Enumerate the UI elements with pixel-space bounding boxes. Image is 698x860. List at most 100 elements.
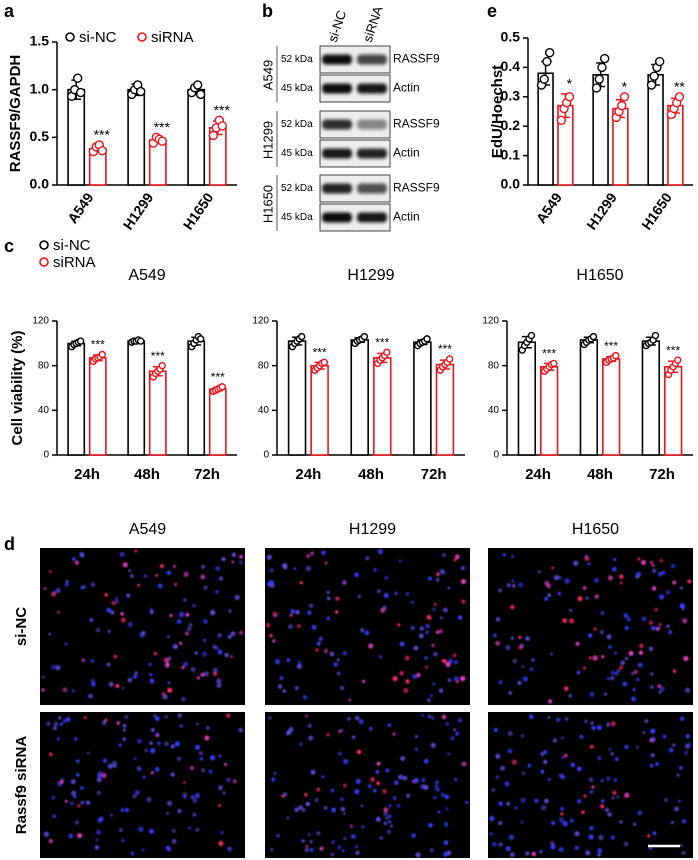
cell-nucleus <box>616 795 620 799</box>
kda-label: 52 kDa <box>281 119 313 130</box>
cell-nucleus <box>394 591 398 595</box>
cell-nucleus <box>562 618 567 624</box>
cell-nucleus <box>108 681 114 687</box>
x-tick-label: A549 <box>64 189 96 226</box>
cell-nucleus <box>589 790 594 794</box>
cell-nucleus <box>311 624 317 630</box>
cell-nucleus <box>196 676 201 680</box>
cell-nucleus <box>631 696 637 702</box>
x-tick-label: 48h <box>358 466 384 483</box>
cell-nucleus <box>597 848 603 854</box>
data-point <box>218 383 226 391</box>
cell-nucleus <box>672 669 677 673</box>
cell-nucleus <box>681 819 687 824</box>
blot-band <box>322 83 352 94</box>
cell-nucleus <box>321 775 325 779</box>
cell-nucleus <box>356 749 362 755</box>
cell-nucleus <box>86 751 90 755</box>
cell-nucleus <box>418 633 424 639</box>
cell-nucleus <box>436 572 440 577</box>
cell-nucleus <box>397 774 404 780</box>
data-point <box>195 89 206 100</box>
cell-nucleus <box>527 763 532 768</box>
cell-nucleus <box>592 655 598 661</box>
cell-nucleus <box>177 713 182 718</box>
cell-nucleus <box>316 787 321 792</box>
cell-nucleus <box>354 572 359 578</box>
cell-nucleus <box>553 575 560 581</box>
cell-nucleus <box>650 672 654 676</box>
cell-nucleus <box>150 748 156 754</box>
cell-nucleus <box>435 630 440 635</box>
significance: * <box>622 79 628 95</box>
cell-nucleus <box>360 804 364 808</box>
cell-nucleus <box>314 798 319 803</box>
cell-nucleus <box>454 554 460 560</box>
cell-nucleus <box>632 822 637 826</box>
cell-nucleus <box>397 623 401 627</box>
cell-nucleus <box>51 795 56 800</box>
cell-nucleus <box>438 688 444 693</box>
cell-nucleus <box>122 562 128 568</box>
cell-nucleus <box>616 668 621 673</box>
cell-nucleus <box>304 847 309 853</box>
cell-nucleus <box>304 714 308 718</box>
cell-nucleus <box>218 804 221 807</box>
cell-nucleus <box>443 607 448 613</box>
cell-nucleus <box>679 603 686 609</box>
cell-nucleus <box>604 692 607 696</box>
y-tick-label: 0.4 <box>501 58 521 74</box>
cell-nucleus <box>427 576 432 581</box>
cell-nucleus <box>185 613 190 617</box>
cell-nucleus <box>102 758 108 763</box>
cell-nucleus <box>561 755 565 760</box>
cell-nucleus <box>598 834 604 841</box>
cell-nucleus <box>52 725 58 731</box>
cell-nucleus <box>81 658 86 662</box>
cell-nucleus <box>90 678 95 683</box>
cell-nucleus <box>326 596 331 601</box>
data-point <box>674 356 682 364</box>
protein-label: RASSF9 <box>393 52 440 66</box>
cell-nucleus <box>495 617 501 622</box>
bar <box>539 365 559 456</box>
cell-nucleus <box>500 765 506 771</box>
cell-nucleus <box>619 665 624 670</box>
cell-nucleus <box>274 659 281 665</box>
cell-nucleus <box>637 810 643 816</box>
bar <box>647 73 664 186</box>
cell-nucleus <box>546 583 552 589</box>
cell-nucleus <box>115 597 118 601</box>
cell-nucleus <box>452 728 457 732</box>
cell-nucleus <box>113 654 118 659</box>
x-tick-label: H1650 <box>180 190 217 233</box>
cell-nucleus <box>96 790 101 795</box>
cell-nucleus <box>274 614 278 618</box>
significance: *** <box>94 127 111 143</box>
cell-nucleus <box>316 831 321 836</box>
cell-nucleus <box>661 570 666 575</box>
cell-nucleus <box>73 795 77 799</box>
cell-nucleus <box>321 550 326 556</box>
cell-nucleus <box>638 643 644 649</box>
cell-nucleus <box>392 732 396 736</box>
row-label: Rassf9 siRNA <box>13 736 30 835</box>
cell-nucleus <box>552 738 557 743</box>
cell-nucleus <box>298 805 304 810</box>
blot-band <box>357 119 387 130</box>
cell-nucleus <box>183 598 187 602</box>
cell-nucleus <box>613 558 617 562</box>
cell-nucleus <box>429 694 433 698</box>
cell-nucleus <box>383 807 389 813</box>
cell-nucleus <box>452 653 457 658</box>
cell-nucleus <box>493 728 498 733</box>
cell-nucleus <box>670 563 676 569</box>
cell-nucleus <box>305 801 311 807</box>
cell-nucleus <box>547 777 551 782</box>
cell-nucleus <box>121 686 125 690</box>
cell-nucleus <box>229 655 234 659</box>
data-point <box>360 332 369 341</box>
cell-nucleus <box>154 766 160 772</box>
cell-nucleus <box>307 832 311 837</box>
cell-nucleus <box>70 778 76 785</box>
